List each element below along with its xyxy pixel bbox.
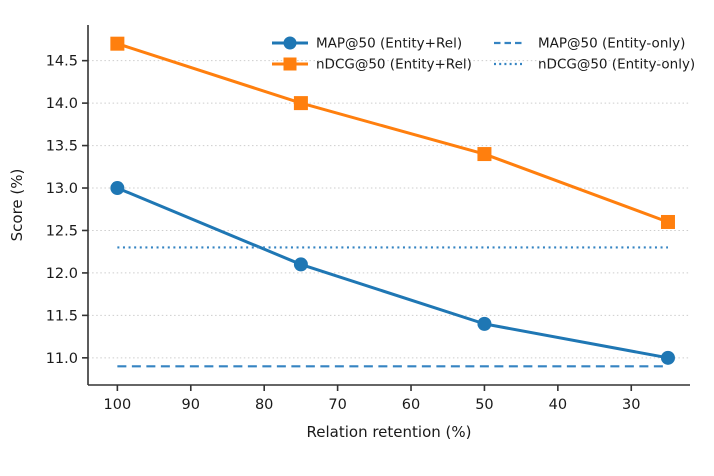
legend-label-ndcg50-entity-rel: nDCG@50 (Entity+Rel) xyxy=(316,57,472,73)
data-point-circle xyxy=(110,181,125,196)
x-tick-label-90: 90 xyxy=(182,397,200,413)
x-tick-label-50: 50 xyxy=(475,397,493,413)
y-tick-label-12: 12.0 xyxy=(46,266,78,282)
legend-label-map50-entity-only: MAP@50 (Entity-only) xyxy=(538,36,685,52)
y-tick-label-14.5: 14.5 xyxy=(46,54,78,70)
y-tick-label-12.5: 12.5 xyxy=(46,223,78,239)
legend-marker-circle xyxy=(283,36,297,50)
data-point-square xyxy=(660,214,675,229)
data-point-square xyxy=(477,147,492,162)
series-line-ndcg50-entity-rel xyxy=(115,42,670,224)
legend-item-map50-entity-only: MAP@50 (Entity-only) xyxy=(494,36,685,52)
x-tick-label-30: 30 xyxy=(622,397,640,413)
x-axis-label: Relation retention (%) xyxy=(307,423,472,441)
data-point-square xyxy=(293,96,308,111)
series-line-map50-entity-rel xyxy=(115,186,670,360)
y-tick-label-11.5: 11.5 xyxy=(46,308,78,324)
data-point-square xyxy=(110,36,125,51)
legend: MAP@50 (Entity+Rel) nDCG@50 (Entity+Rel)… xyxy=(272,36,695,73)
data-point-circle xyxy=(477,316,492,331)
x-tick-label-100: 100 xyxy=(104,397,132,413)
legend-label-ndcg50-entity-only: nDCG@50 (Entity-only) xyxy=(538,57,695,73)
legend-item-ndcg50-entity-rel: nDCG@50 (Entity+Rel) xyxy=(272,57,472,73)
legend-item-ndcg50-entity-only: nDCG@50 (Entity-only) xyxy=(494,57,695,73)
x-tick-label-60: 60 xyxy=(402,397,420,413)
x-tick-label-40: 40 xyxy=(549,397,567,413)
y-tick-label-11: 11.0 xyxy=(46,351,78,367)
gridlines xyxy=(88,60,690,359)
y-axis-label: Score (%) xyxy=(8,169,26,242)
axes: 100 90 80 70 60 50 40 30 11.0 11.5 12.0 12.5 13.0 13.… xyxy=(46,25,690,413)
legend-item-map50-entity-rel: MAP@50 (Entity+Rel) xyxy=(272,36,462,52)
legend-label-map50-entity-rel: MAP@50 (Entity+Rel) xyxy=(316,36,462,52)
y-tick-label-13: 13.0 xyxy=(46,181,78,197)
x-tick-label-70: 70 xyxy=(328,397,346,413)
legend-marker-square xyxy=(283,57,297,71)
data-point-circle xyxy=(660,350,675,365)
x-tick-label-80: 80 xyxy=(255,397,273,413)
y-tick-label-14: 14.0 xyxy=(46,96,78,112)
data-point-circle xyxy=(293,257,308,272)
data-series xyxy=(110,36,675,368)
y-tick-label-13.5: 13.5 xyxy=(46,139,78,155)
